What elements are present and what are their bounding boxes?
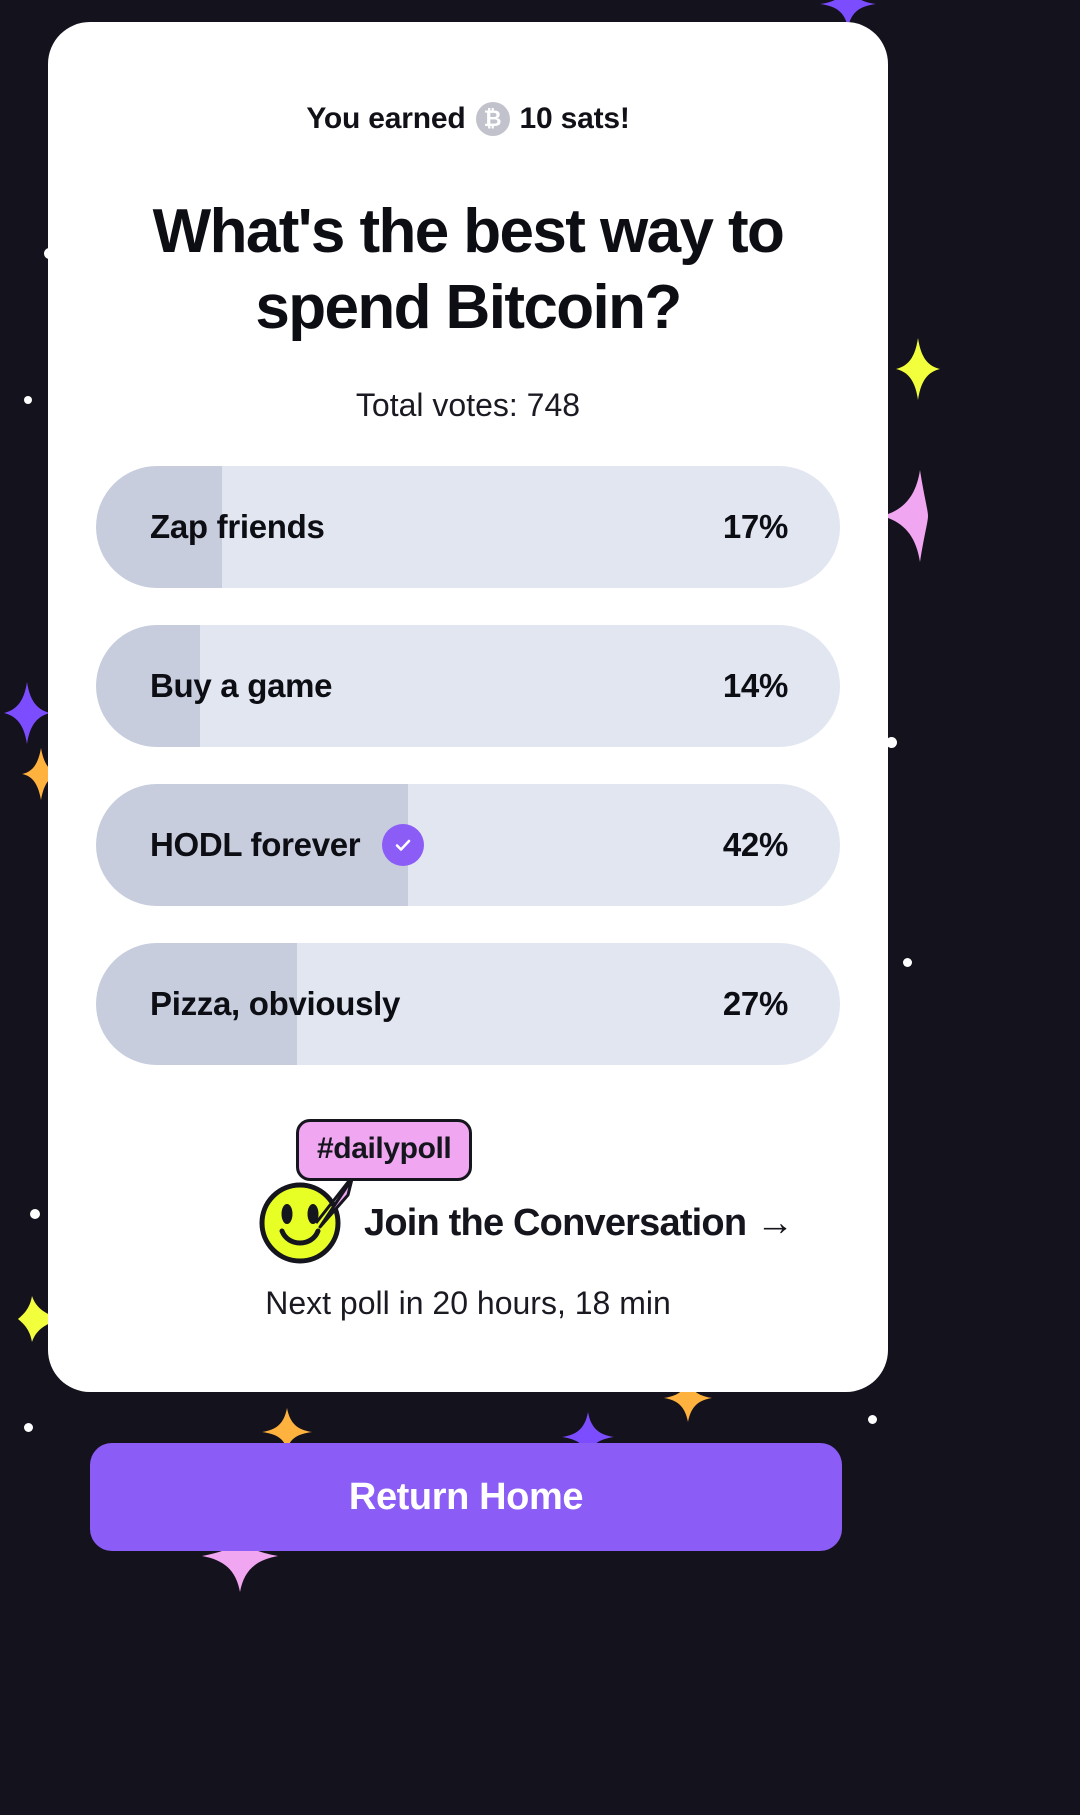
poll-option-fill xyxy=(96,466,223,589)
hashtag-badge[interactable]: #dailypoll xyxy=(296,1119,473,1182)
poll-option-row[interactable]: Zap friends 17% xyxy=(96,466,840,589)
deco-sparkle-purple xyxy=(4,682,50,744)
deco-dot xyxy=(868,1415,877,1424)
join-conversation-link[interactable]: Join the Conversation → xyxy=(258,1181,794,1265)
poll-option-percent: 17% xyxy=(722,508,788,546)
earned-banner: You earned ₿ 10 sats! xyxy=(96,102,840,136)
poll-option-row[interactable]: Buy a game 14% xyxy=(96,625,840,748)
poll-option-percent: 27% xyxy=(722,985,788,1023)
deco-dot xyxy=(30,1209,40,1219)
poll-option-label: Zap friends xyxy=(150,508,325,546)
total-votes-label: Total votes: 748 xyxy=(355,387,581,424)
poll-option-label: Buy a game xyxy=(150,667,333,705)
poll-option-fill xyxy=(96,943,297,1066)
bitcoin-icon: ₿ xyxy=(475,102,510,136)
poll-option-label: HODL forever xyxy=(150,826,361,864)
page-title: What's the best way to spend Bitcoin? xyxy=(152,197,785,342)
join-conversation-text: Join the Conversation → xyxy=(364,1201,794,1244)
poll-option-row[interactable]: Pizza, obviously 27% xyxy=(96,943,840,1066)
deco-sparkle-pink xyxy=(882,470,928,562)
poll-option-fill xyxy=(96,784,409,907)
check-icon xyxy=(382,824,425,867)
deco-sparkle-yellow xyxy=(896,338,940,400)
poll-options-list: Zap friends 17% Buy a game 14% HODL fore… xyxy=(96,466,840,1066)
bitcoin-glyph: ₿ xyxy=(483,106,502,131)
join-conversation-section: #dailypoll Join the Conversation → xyxy=(96,1119,840,1269)
poll-option-percent: 42% xyxy=(722,826,788,864)
earned-amount-text: 10 sats! xyxy=(519,102,630,135)
poll-option-label: Pizza, obviously xyxy=(150,985,401,1023)
deco-dot xyxy=(24,396,32,404)
poll-option-percent: 14% xyxy=(722,667,788,705)
earned-prefix-text: You earned xyxy=(306,102,466,135)
return-home-button[interactable]: Return Home xyxy=(90,1443,842,1551)
deco-dot xyxy=(903,958,912,967)
poll-option-fill xyxy=(96,625,201,748)
smiley-face-icon xyxy=(259,1182,341,1264)
poll-result-card: You earned ₿ 10 sats! What's the best wa… xyxy=(48,22,888,1392)
deco-dot xyxy=(24,1423,33,1432)
poll-option-row-voted[interactable]: HODL forever 42% xyxy=(96,784,840,907)
next-poll-countdown: Next poll in 20 hours, 18 min xyxy=(265,1285,671,1322)
speech-bubble-tail xyxy=(314,1177,354,1229)
